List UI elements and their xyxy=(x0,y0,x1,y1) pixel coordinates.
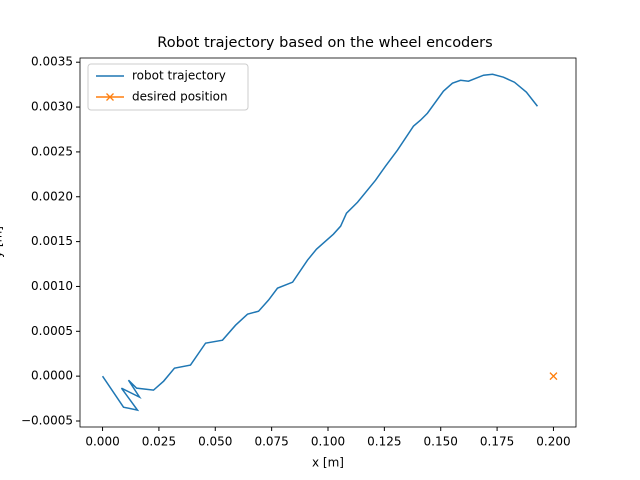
y-tick-label: 0.0010 xyxy=(31,279,73,293)
y-tick-label: −0.0005 xyxy=(21,413,73,427)
legend-label: robot trajectory xyxy=(132,69,226,83)
x-tick-label: 0.100 xyxy=(311,435,345,449)
y-tick-label: 0.0030 xyxy=(31,100,73,114)
x-tick-label: 0.125 xyxy=(367,435,401,449)
y-tick-label: 0.0035 xyxy=(31,55,73,69)
x-tick-label: 0.025 xyxy=(142,435,176,449)
x-tick-label: 0.150 xyxy=(424,435,458,449)
x-axis-label: x [m] xyxy=(312,456,344,470)
chart-title: Robot trajectory based on the wheel enco… xyxy=(157,35,492,51)
line xyxy=(101,73,539,412)
y-tick-label: 0.0000 xyxy=(31,369,73,383)
plot-frame xyxy=(79,57,577,428)
marker xyxy=(549,372,558,381)
x-tick-label: 0.050 xyxy=(198,435,232,449)
y-tick-label: 0.0020 xyxy=(31,189,73,203)
x-tick-label: 0.200 xyxy=(536,435,570,449)
legend-box xyxy=(87,63,249,111)
y-tick-label: 0.0005 xyxy=(31,324,73,338)
y-tick-label: 0.0015 xyxy=(31,234,73,248)
legend-label: desired position xyxy=(132,90,228,104)
y-tick-label: 0.0025 xyxy=(31,144,73,158)
x-tick-label: 0.175 xyxy=(480,435,514,449)
x-tick-label: 0.000 xyxy=(85,435,119,449)
legend-marker xyxy=(106,93,114,101)
y-axis-label: y [m] xyxy=(0,226,5,258)
x-tick-label: 0.075 xyxy=(254,435,288,449)
